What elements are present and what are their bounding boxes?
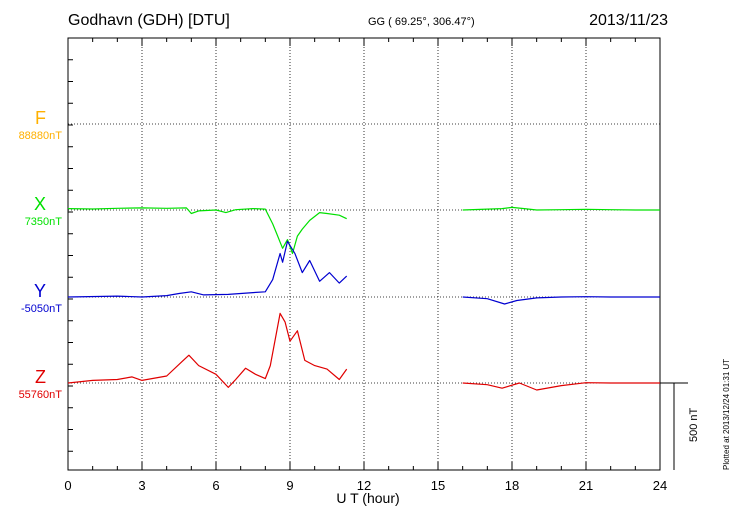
channel-label-z: Z [35, 367, 46, 387]
channel-label-y: Y [33, 281, 46, 301]
channel-baseline-z: 55760nT [18, 389, 62, 401]
series-line-z [462, 382, 660, 391]
channel-baseline-y: -5050nT [21, 303, 62, 315]
channel-label-f: F [35, 108, 46, 128]
plot-date: 2013/11/23 [589, 12, 668, 29]
chart-series [67, 206, 660, 391]
channel-label-x: X [33, 194, 46, 214]
x-tick-label: 18 [505, 478, 519, 493]
series-line-z [67, 312, 348, 388]
scale-bar [660, 382, 688, 470]
x-tick-label: 6 [212, 478, 219, 493]
plotted-timestamp: Plotted at 2013/12/24 01:31 UT [722, 358, 730, 470]
channel-baseline-x: 7350nT [24, 216, 62, 228]
x-tick-label: 24 [653, 478, 667, 493]
x-tick-label: 21 [579, 478, 593, 493]
x-tick-label: 12 [357, 478, 371, 493]
x-tick-label: 0 [64, 478, 71, 493]
series-line-y [462, 296, 660, 305]
series-line-x [67, 207, 347, 255]
chart-grid [68, 38, 660, 470]
x-tick-label: 15 [431, 478, 445, 493]
channel-baseline-f: 88880nT [18, 130, 62, 142]
scale-bar-label: 500 nT [688, 407, 700, 442]
series-line-x [462, 206, 660, 211]
series-line-y [67, 240, 348, 298]
x-tick-label: 3 [138, 478, 145, 493]
x-axis-ticks: 0 3 6 9 12 15 18 21 24 [64, 37, 667, 493]
x-axis-label: U T (hour) [336, 490, 399, 506]
station-coordinates: GG ( 69.25°, 306.47°) [368, 16, 475, 28]
station-title: Godhavn (GDH) [DTU] [68, 12, 230, 29]
x-tick-label: 9 [286, 478, 293, 493]
